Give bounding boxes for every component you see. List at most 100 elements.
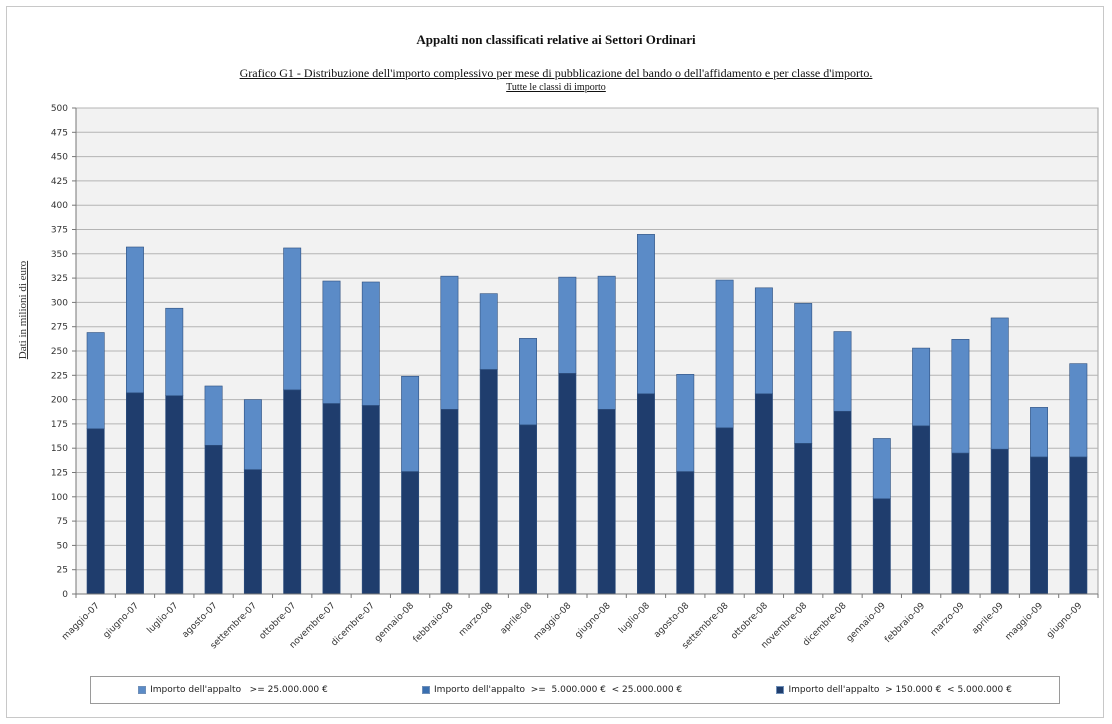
- bar-segment: [322, 403, 341, 595]
- x-tick-label: marzo-09: [929, 601, 967, 639]
- x-tick-label: agosto-08: [652, 601, 691, 640]
- x-tick-label: agosto-07: [181, 601, 220, 640]
- bar-segment: [126, 246, 144, 394]
- bar-segment: [872, 438, 891, 500]
- x-tick-label: luglio-08: [617, 601, 652, 636]
- legend-label: Importo dell'appalto >= 5.000.000 € < 25…: [434, 685, 683, 695]
- legend-item-top: Importo dell'appalto >= 25.000.000 €: [138, 685, 328, 695]
- y-tick-label: 75: [57, 517, 68, 527]
- bar-segment: [676, 374, 695, 472]
- y-tick-label: 300: [51, 298, 68, 308]
- legend-swatch: [422, 686, 431, 694]
- bar-segment: [597, 409, 616, 595]
- y-tick-label: 325: [51, 274, 68, 284]
- bar-segment: [401, 375, 420, 472]
- bar-segment: [833, 331, 852, 412]
- bar-segment: [283, 247, 302, 391]
- x-tick-label: aprile-08: [499, 601, 535, 637]
- y-tick-label: 350: [51, 250, 68, 260]
- bar-segment: [165, 307, 184, 397]
- bar-segment: [951, 452, 970, 595]
- bar-segment: [833, 410, 852, 595]
- bar-segment: [912, 425, 931, 595]
- bar-segment: [558, 276, 577, 374]
- bar-segment: [715, 427, 734, 595]
- legend-label: Importo dell'appalto >= 25.000.000 €: [150, 685, 328, 695]
- bar-segment: [872, 498, 891, 595]
- bar-segment: [126, 392, 144, 595]
- x-tick-label: giugno-09: [1045, 601, 1085, 641]
- bar-segment: [283, 389, 302, 595]
- bar-segment: [754, 393, 773, 595]
- y-tick-label: 500: [51, 104, 68, 114]
- y-tick-label: 475: [51, 128, 68, 138]
- bar-segment: [1069, 456, 1088, 595]
- bar-segment: [1030, 456, 1048, 595]
- x-tick-label: luglio-07: [146, 601, 181, 636]
- y-tick-label: 225: [51, 371, 68, 381]
- bar-segment: [322, 280, 341, 404]
- bar-segment: [204, 444, 223, 595]
- bar-segment: [676, 471, 695, 595]
- x-tick-label: ottobre-07: [258, 601, 299, 642]
- legend-item-middle: Importo dell'appalto >= 5.000.000 € < 25…: [422, 685, 682, 695]
- bar-segment: [519, 338, 537, 426]
- x-tick-label: febbraio-09: [883, 601, 927, 645]
- x-tick-label: ottobre-08: [729, 601, 770, 642]
- bar-segment: [86, 332, 105, 430]
- x-tick-label: aprile-09: [970, 601, 1006, 637]
- y-tick-label: 175: [51, 420, 68, 430]
- bar-segment: [243, 469, 262, 595]
- bar-segment: [479, 369, 498, 595]
- bar-segment: [361, 281, 380, 406]
- x-tick-label: febbraio-08: [412, 601, 456, 645]
- bar-segment: [912, 347, 931, 427]
- y-tick-label: 50: [57, 541, 69, 551]
- bar-segment: [990, 317, 1009, 450]
- legend-item-bottom: Importo dell'appalto > 150.000 € < 5.000…: [776, 685, 1012, 695]
- bar-segment: [794, 303, 813, 444]
- bar-segment: [597, 275, 616, 410]
- y-tick-label: 275: [51, 323, 68, 333]
- bar-segment: [1030, 407, 1048, 458]
- legend: Importo dell'appalto >= 25.000.000 € Imp…: [90, 676, 1060, 704]
- bar-segment: [519, 424, 537, 595]
- y-tick-label: 150: [51, 444, 68, 454]
- x-tick-label: maggio-07: [60, 601, 101, 642]
- x-tick-label: maggio-09: [1004, 601, 1046, 643]
- y-tick-label: 450: [51, 153, 68, 163]
- bar-segment: [401, 471, 420, 595]
- bar-segment: [951, 339, 970, 454]
- y-tick-label: 25: [57, 566, 68, 576]
- chart-subtitle: Grafico G1 - Distribuzione dell'importo …: [239, 66, 873, 80]
- legend-swatch: [776, 686, 785, 694]
- x-tick-label: maggio-08: [532, 601, 574, 643]
- y-tick-label: 250: [51, 347, 68, 357]
- bar-segment: [558, 373, 577, 595]
- y-tick-label: 100: [51, 493, 68, 503]
- x-tick-label: giugno-08: [573, 601, 613, 641]
- x-tick-label: marzo-08: [457, 601, 495, 639]
- bar-segment: [86, 428, 105, 595]
- chart-title: Appalti non classificati relative ai Set…: [416, 32, 696, 47]
- y-tick-label: 125: [51, 469, 68, 479]
- x-tick-label: gennaio-08: [373, 601, 416, 644]
- bar-segment: [440, 409, 459, 595]
- legend-label: Importo dell'appalto > 150.000 € < 5.000…: [788, 685, 1012, 695]
- y-tick-label: 0: [62, 590, 68, 600]
- x-tick-label: gennaio-09: [845, 601, 888, 644]
- bar-segment: [479, 293, 498, 370]
- x-tick-label: giugno-07: [102, 601, 141, 640]
- chart-subtitle-secondary: Tutte le classi di importo: [506, 82, 606, 93]
- y-tick-label: 200: [51, 396, 68, 406]
- y-tick-label: 400: [51, 201, 68, 211]
- legend-swatch: [138, 686, 147, 694]
- bar-segment: [361, 405, 380, 595]
- bar-segment: [243, 399, 262, 470]
- bar-segment: [990, 448, 1009, 595]
- bar-segment: [715, 279, 734, 429]
- y-tick-label: 425: [51, 177, 68, 187]
- bar-segment: [204, 385, 223, 446]
- bar-segment: [794, 443, 813, 595]
